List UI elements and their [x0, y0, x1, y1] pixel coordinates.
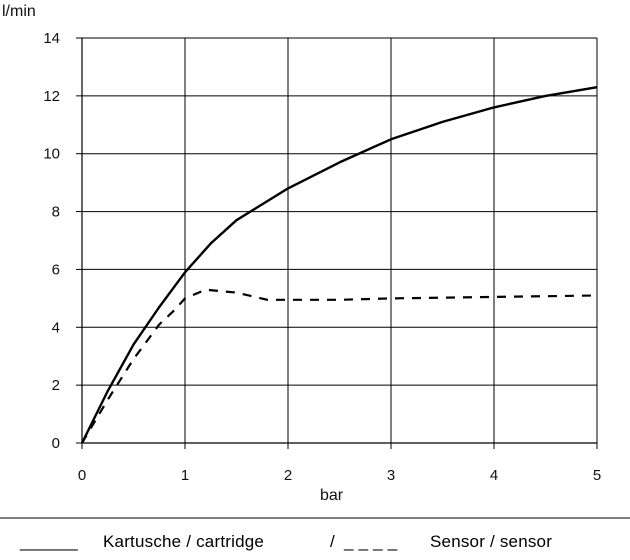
- axes: [76, 37, 598, 449]
- legend: ______ Kartusche / cartridge / _ _ _ _ S…: [0, 528, 630, 558]
- y-tick-label: 2: [52, 377, 60, 394]
- x-tick-label: 1: [181, 467, 189, 484]
- y-tick-label: 0: [52, 435, 60, 452]
- y-tick-label: 8: [52, 204, 60, 221]
- legend-solid-line-sample: ______: [20, 532, 78, 551]
- y-axis-label: l/min: [2, 3, 36, 20]
- y-tick-label: 10: [43, 146, 60, 163]
- grid-lines: [82, 37, 598, 443]
- legend-dashed-label: Sensor / sensor: [430, 532, 553, 551]
- cartridge-series-line: [80, 86, 598, 444]
- sensor-series-line: [81, 288, 598, 444]
- x-tick-label: 2: [284, 467, 292, 484]
- y-tick-label: 14: [43, 30, 60, 47]
- x-axis-label: bar: [320, 487, 344, 504]
- y-tick-label: 4: [52, 319, 60, 336]
- legend-solid-label: Kartusche / cartridge: [103, 532, 265, 551]
- legend-separator: /: [330, 532, 335, 551]
- x-tick-label: 0: [78, 467, 86, 484]
- y-tick-labels: 0 2 4 6 8 10 12 14: [43, 30, 60, 452]
- x-tick-label: 4: [490, 467, 498, 484]
- legend-dashed-line-sample: _ _ _ _: [344, 532, 398, 551]
- y-tick-label: 6: [52, 261, 60, 278]
- x-tick-labels: 0 1 2 3 4 5: [78, 467, 601, 484]
- data-series: [80, 86, 598, 444]
- y-tick-label: 12: [43, 88, 60, 105]
- x-tick-label: 5: [593, 467, 601, 484]
- x-tick-label: 3: [387, 467, 395, 484]
